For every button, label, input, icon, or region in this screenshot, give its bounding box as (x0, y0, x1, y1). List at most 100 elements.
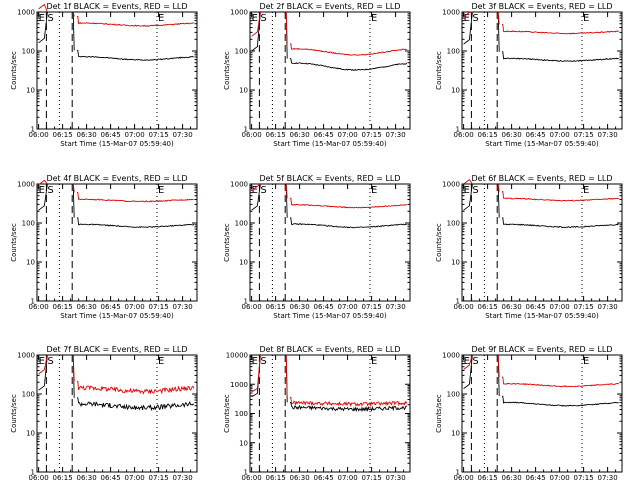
panel-title: Det 2f BLACK = Events, RED = LLD (259, 2, 400, 11)
y-tick-label: 1000 (230, 9, 248, 17)
x-tick-label: 07:00 (550, 474, 570, 480)
x-tick-label: 07:30 (598, 131, 618, 139)
x-tick-label: 07:15 (362, 303, 382, 311)
panel-4: Det 4f BLACK = Events, RED = LLD 1 10 100 10… (10, 174, 198, 320)
x-tick-label: 06:45 (314, 131, 334, 139)
series-spike-events (251, 11, 261, 52)
y-axis-label: Counts/sec (435, 394, 443, 433)
x-tick-label: 07:15 (149, 131, 169, 139)
series-drop-lld (285, 183, 288, 199)
y-axis-label: Counts/sec (223, 394, 231, 433)
y-axis-label: Counts/sec (223, 51, 231, 90)
y-tick-label: 10 (451, 87, 460, 95)
panel-title: Det 4f BLACK = Events, RED = LLD (46, 174, 187, 183)
y-axis-label: Counts/sec (435, 223, 443, 262)
panel-title: Det 8f BLACK = Events, RED = LLD (259, 345, 400, 354)
y-tick-label: 1 (31, 298, 35, 306)
y-tick-label: 1 (456, 469, 460, 477)
x-tick-label: 06:15 (266, 131, 286, 139)
marker-letter: S (47, 13, 53, 24)
series-line-events (77, 49, 194, 61)
marker-letter: E (252, 13, 258, 24)
x-tick-label: 06:30 (502, 131, 522, 139)
x-tick-label: 06:15 (478, 131, 498, 139)
marker-letter: S (472, 13, 478, 24)
y-tick-label: 10 (239, 87, 248, 95)
marker-letter: S (472, 356, 478, 367)
marker-letter: E (252, 356, 258, 367)
x-tick-label: 07:15 (574, 303, 594, 311)
plot-frame (461, 354, 623, 473)
y-tick-label: 100 (235, 410, 248, 418)
marker-letter: E (39, 185, 45, 196)
y-tick-label: 1000 (442, 9, 460, 17)
marker-letter: E (371, 356, 377, 367)
x-tick-label: 07:15 (362, 131, 382, 139)
y-tick-label: 1000 (442, 352, 460, 360)
plot-frame (249, 11, 411, 130)
panel-8: Det 8f BLACK = Events, RED = LLD 1 10 100 10… (223, 345, 411, 480)
y-tick-label: 10 (26, 87, 35, 95)
series-line-events (502, 217, 619, 229)
y-tick-label: 1000 (17, 9, 35, 17)
x-tick-label: 06:15 (53, 474, 73, 480)
y-tick-label: 100 (235, 48, 248, 56)
series-line-events (290, 401, 408, 413)
series-spike-lld (251, 354, 261, 393)
x-tick-label: 07:00 (338, 474, 358, 480)
marker-letter: S (260, 356, 266, 367)
y-tick-label: 10 (451, 430, 460, 438)
panel-6: Det 6f BLACK = Events, RED = LLD 1 10 100 10… (435, 174, 623, 320)
panel-1: Det 1f BLACK = Events, RED = LLD 1 10 100 10… (10, 2, 198, 148)
x-tick-label: 06:30 (290, 303, 310, 311)
x-tick-label: 06:30 (502, 303, 522, 311)
x-tick-label: 06:30 (77, 474, 97, 480)
panel-title: Det 6f BLACK = Events, RED = LLD (471, 174, 612, 183)
x-tick-label: 06:15 (53, 303, 73, 311)
y-axis-label: Counts/sec (223, 223, 231, 262)
series-spike-events (251, 183, 261, 211)
series-drop-lld (285, 11, 288, 44)
y-tick-label: 1 (31, 126, 35, 134)
series-spike-lld (38, 3, 48, 13)
x-tick-label: 06:15 (478, 303, 498, 311)
series-line-events (502, 51, 619, 62)
y-tick-label: 100 (22, 48, 35, 56)
x-tick-label: 06:30 (290, 474, 310, 480)
x-tick-label: 07:15 (574, 131, 594, 139)
y-tick-label: 1000 (442, 181, 460, 189)
series-spike-lld (38, 354, 48, 375)
y-tick-label: 100 (235, 220, 248, 228)
x-tick-label: 06:00 (242, 131, 262, 139)
x-tick-label: 06:00 (29, 131, 49, 139)
y-tick-label: 1000 (17, 352, 35, 360)
x-tick-label: 06:45 (314, 303, 334, 311)
x-tick-label: 06:45 (526, 474, 546, 480)
marker-letter: S (260, 13, 266, 24)
x-axis-label: Start Time (15-Mar-07 05:59:40) (273, 312, 387, 320)
series-drop-lld (285, 354, 288, 398)
x-tick-label: 06:00 (242, 474, 262, 480)
y-tick-label: 100 (447, 220, 460, 228)
series-spike-events (38, 11, 48, 44)
x-tick-label: 06:15 (266, 303, 286, 311)
x-tick-label: 06:15 (53, 131, 73, 139)
y-tick-label: 1 (244, 126, 248, 134)
x-tick-label: 06:45 (101, 303, 121, 311)
x-tick-label: 07:15 (362, 474, 382, 480)
series-line-events (290, 217, 407, 229)
marker-letter: E (371, 185, 377, 196)
series-line-lld (77, 381, 195, 395)
x-tick-label: 07:00 (550, 303, 570, 311)
series-line-lld (502, 376, 620, 388)
x-tick-label: 07:00 (125, 474, 145, 480)
panel-5: Det 5f BLACK = Events, RED = LLD 1 10 100 10… (223, 174, 411, 320)
panel-title: Det 9f BLACK = Events, RED = LLD (471, 345, 612, 354)
panel-9: Det 9f BLACK = Events, RED = LLD 1 10 100 10… (435, 345, 623, 480)
plot-frame (36, 354, 198, 473)
x-tick-label: 07:00 (338, 131, 358, 139)
series-drop-lld (72, 354, 75, 382)
series-spike-lld (463, 354, 473, 370)
series-spike-events (38, 183, 48, 211)
